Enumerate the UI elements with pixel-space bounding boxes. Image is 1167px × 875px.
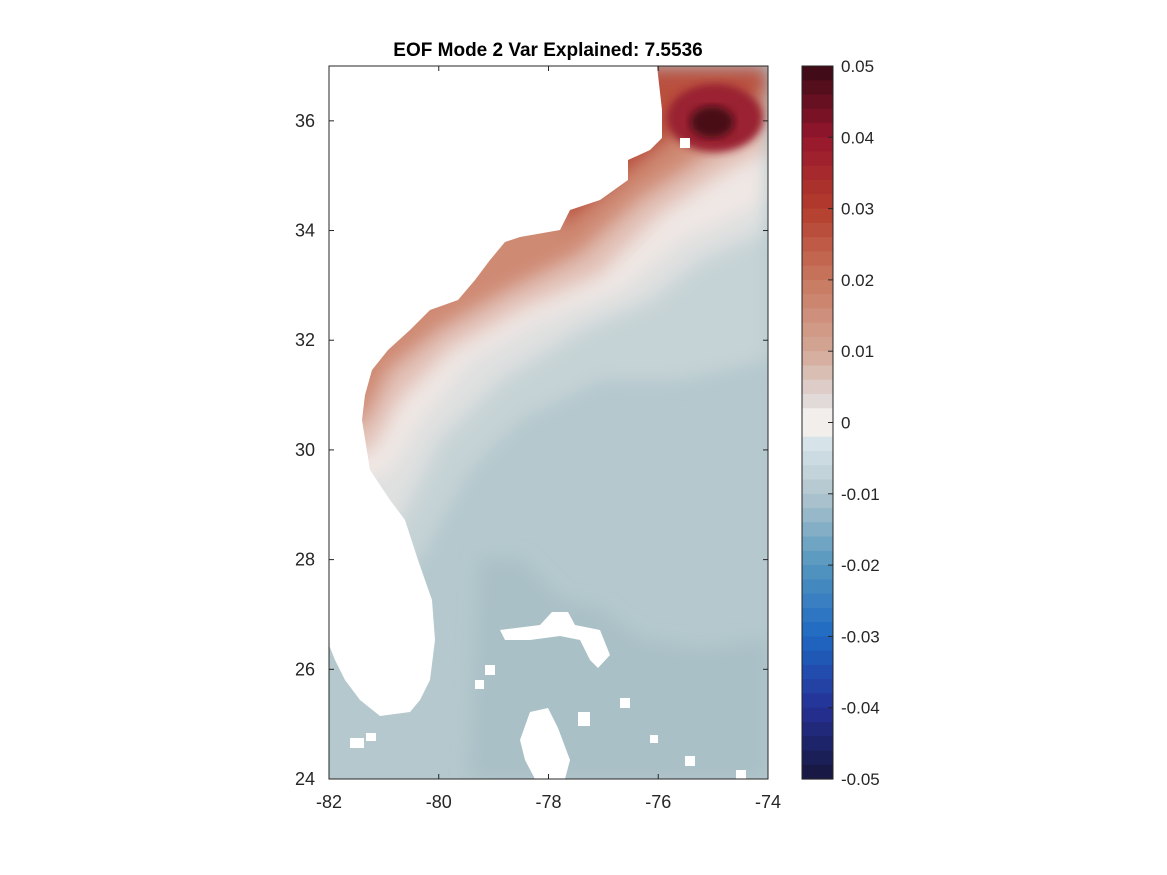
colorbar-step bbox=[802, 251, 833, 267]
colorbar-step bbox=[802, 451, 833, 466]
x-tick-label: -80 bbox=[426, 792, 452, 812]
colorbar-step bbox=[802, 108, 833, 124]
colorbar-tick-label: 0.02 bbox=[841, 271, 874, 290]
colorbar-step bbox=[802, 565, 833, 580]
colorbar-step bbox=[802, 322, 833, 338]
colorbar-step bbox=[802, 279, 833, 295]
land-mask-bahamas-north bbox=[500, 612, 610, 668]
colorbar-tick-label: -0.05 bbox=[841, 770, 880, 789]
colorbar-step bbox=[802, 479, 833, 495]
colorbar-step bbox=[802, 536, 833, 552]
land-mask-islet-4 bbox=[620, 698, 630, 708]
colorbar-tick-label: 0.05 bbox=[841, 57, 874, 76]
land-mask-islet-5 bbox=[650, 735, 658, 743]
colorbar-step bbox=[802, 493, 833, 509]
colorbar-step bbox=[802, 265, 833, 281]
colorbar-step bbox=[802, 693, 833, 709]
land-mask-islet-6 bbox=[685, 756, 695, 766]
x-tick-label: -78 bbox=[535, 792, 561, 812]
colorbar: 0.05 0.04 0.03 0.02 0.01 0 -0.01 -0.02 -0.03 -0.0… bbox=[801, 57, 880, 789]
colorbar-step bbox=[802, 94, 833, 110]
colorbar-step bbox=[802, 750, 833, 766]
land-mask-key-2 bbox=[366, 733, 376, 741]
colorbar-step bbox=[802, 308, 833, 324]
colorbar-step bbox=[802, 336, 833, 352]
colorbar-step bbox=[802, 679, 833, 695]
colorbar-step bbox=[802, 522, 833, 538]
x-tick-label: -74 bbox=[755, 792, 781, 812]
colorbar-step bbox=[802, 351, 833, 367]
y-axis: 24 26 28 30 32 34 36 bbox=[295, 111, 768, 789]
colorbar-step bbox=[802, 194, 833, 210]
colorbar-step bbox=[802, 593, 833, 609]
colorbar-step bbox=[802, 736, 833, 752]
colorbar-step bbox=[802, 393, 833, 409]
x-tick-label: -82 bbox=[316, 792, 342, 812]
x-tick-label: -76 bbox=[645, 792, 671, 812]
land-mask-islet-2 bbox=[475, 680, 484, 689]
land-mask-islet-9 bbox=[645, 115, 651, 121]
colorbar-step bbox=[802, 579, 833, 595]
y-tick-label: 30 bbox=[295, 440, 315, 460]
colorbar-step bbox=[802, 180, 833, 195]
land-mask-islet-1 bbox=[485, 665, 495, 675]
colorbar-step bbox=[802, 294, 833, 310]
colorbar-step bbox=[802, 365, 833, 381]
land-mask-islet-3 bbox=[578, 712, 590, 726]
colorbar-tick-label: 0 bbox=[841, 414, 850, 433]
colorbar-tick-label: -0.01 bbox=[841, 485, 880, 504]
y-tick-label: 36 bbox=[295, 111, 315, 131]
colorbar-tick-label: -0.04 bbox=[841, 699, 880, 718]
colorbar-step bbox=[802, 165, 833, 181]
land-mask-islet-7 bbox=[736, 770, 746, 779]
colorbar-step bbox=[802, 622, 833, 637]
colorbar-tick-label: 0.01 bbox=[841, 342, 874, 361]
colorbar-step bbox=[802, 607, 833, 623]
colorbar-step bbox=[802, 123, 833, 138]
colorbar-step bbox=[802, 721, 833, 737]
land-mask-mainland bbox=[329, 66, 662, 716]
y-tick-label: 32 bbox=[295, 330, 315, 350]
colorbar-step bbox=[802, 664, 833, 680]
colorbar-step bbox=[802, 137, 833, 153]
colorbar-step bbox=[802, 764, 833, 780]
land-mask-islet-8 bbox=[680, 138, 690, 148]
colorbar-step bbox=[802, 636, 833, 652]
y-tick-label: 28 bbox=[295, 550, 315, 570]
colorbar-step bbox=[802, 550, 833, 566]
colorbar-tick-label: 0.04 bbox=[841, 128, 874, 147]
colorbar-step bbox=[802, 465, 833, 481]
colorbar-step bbox=[802, 422, 833, 438]
colorbar-step bbox=[802, 436, 833, 452]
x-axis: -82 -80 -78 -76 -74 bbox=[316, 66, 781, 812]
chart-title: EOF Mode 2 Var Explained: 7.5536 bbox=[393, 40, 702, 61]
colorbar-step bbox=[802, 222, 833, 238]
colorbar-step bbox=[802, 408, 833, 424]
field-peak-core bbox=[690, 106, 734, 138]
colorbar-step bbox=[802, 650, 833, 666]
y-tick-label: 34 bbox=[295, 221, 315, 241]
colorbar-step bbox=[802, 237, 833, 252]
colorbar-step bbox=[802, 208, 833, 224]
colorbar-step bbox=[802, 707, 833, 723]
plot-area bbox=[329, 66, 768, 779]
y-tick-label: 26 bbox=[295, 659, 315, 679]
colorbar-step bbox=[802, 80, 833, 96]
y-tick-label: 24 bbox=[295, 769, 315, 789]
colorbar-tick-label: -0.03 bbox=[841, 627, 880, 646]
colorbar-tick-label: -0.02 bbox=[841, 556, 880, 575]
colorbar-step bbox=[802, 508, 833, 523]
land-mask-andros bbox=[520, 708, 570, 779]
colorbar-step bbox=[802, 151, 833, 167]
land-mask-key-1 bbox=[350, 738, 364, 748]
colorbar-step bbox=[802, 379, 833, 395]
colorbar-tick-label: 0.03 bbox=[841, 200, 874, 219]
colorbar-step bbox=[802, 66, 833, 81]
